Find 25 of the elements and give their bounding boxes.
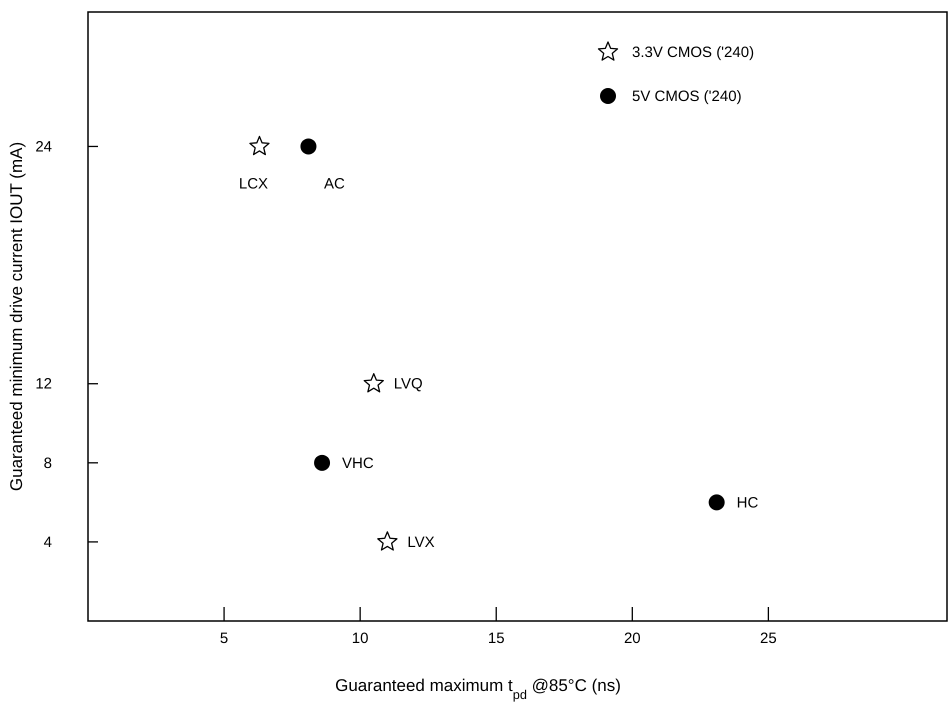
x-tick-label: 20 [624,630,641,647]
point [364,373,384,392]
y-axis-title: Guaranteed minimum drive current IOUT (mA) [7,142,26,492]
legend-label: 3.3V CMOS ('240) [632,44,754,61]
annotation: HC [736,494,759,512]
x-tick-label: 10 [352,630,368,647]
legend-label: 5V CMOS ('240) [632,88,742,105]
x-tick-label: 15 [488,630,505,647]
y-tick-label: 4 [44,534,52,551]
x-tick-label: 25 [760,630,777,647]
y-tick-label: 24 [35,138,52,156]
annotation: AC [324,175,346,192]
x-tick-label: 5 [220,630,228,647]
annotation: VHC [342,454,374,472]
annotation: LCX [238,175,268,192]
x-axis-title: Guaranteed maximum t$_{pd}$ @85°C (ns) [335,676,621,702]
annotation: LVX [407,534,435,551]
y-tick-label: 12 [35,376,52,393]
point [377,531,398,551]
point [708,494,725,510]
point [314,454,330,471]
annotation: LVQ [394,376,423,393]
y-tick-label: 8 [44,454,52,472]
point [300,138,316,154]
point [249,136,270,156]
